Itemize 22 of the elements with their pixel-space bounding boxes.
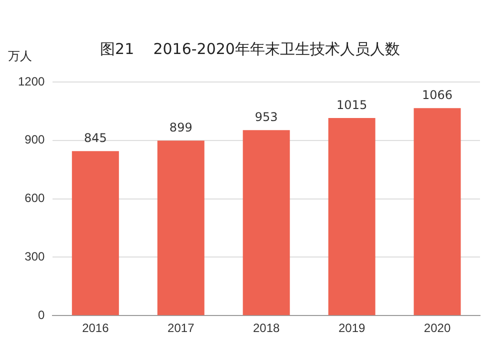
bar <box>242 130 290 316</box>
x-tick-label: 2018 <box>252 321 280 336</box>
data-label: 899 <box>169 120 192 135</box>
x-tick-label: 2016 <box>82 321 110 336</box>
data-label: 1015 <box>336 98 368 112</box>
bar <box>157 140 204 316</box>
bar <box>72 151 119 316</box>
y-tick-label: 900 <box>24 132 46 147</box>
bar <box>328 118 376 316</box>
x-tick-label: 2020 <box>424 321 451 336</box>
data-label: 845 <box>84 131 107 146</box>
y-tick-label: 0 <box>38 308 46 322</box>
bar <box>414 108 461 316</box>
y-tick-label: 300 <box>24 250 46 264</box>
y-axis-title: 万人 <box>8 48 32 65</box>
x-tick-label: 2017 <box>168 321 195 336</box>
y-tick-label: 600 <box>24 191 46 206</box>
data-label: 953 <box>254 110 278 124</box>
data-label: 1066 <box>422 88 453 102</box>
y-tick-label: 1200 <box>18 74 46 88</box>
x-tick-label: 2019 <box>338 321 366 336</box>
chart-title: 图21 2016-2020年年末卫生技术人员人数 <box>100 40 400 58</box>
